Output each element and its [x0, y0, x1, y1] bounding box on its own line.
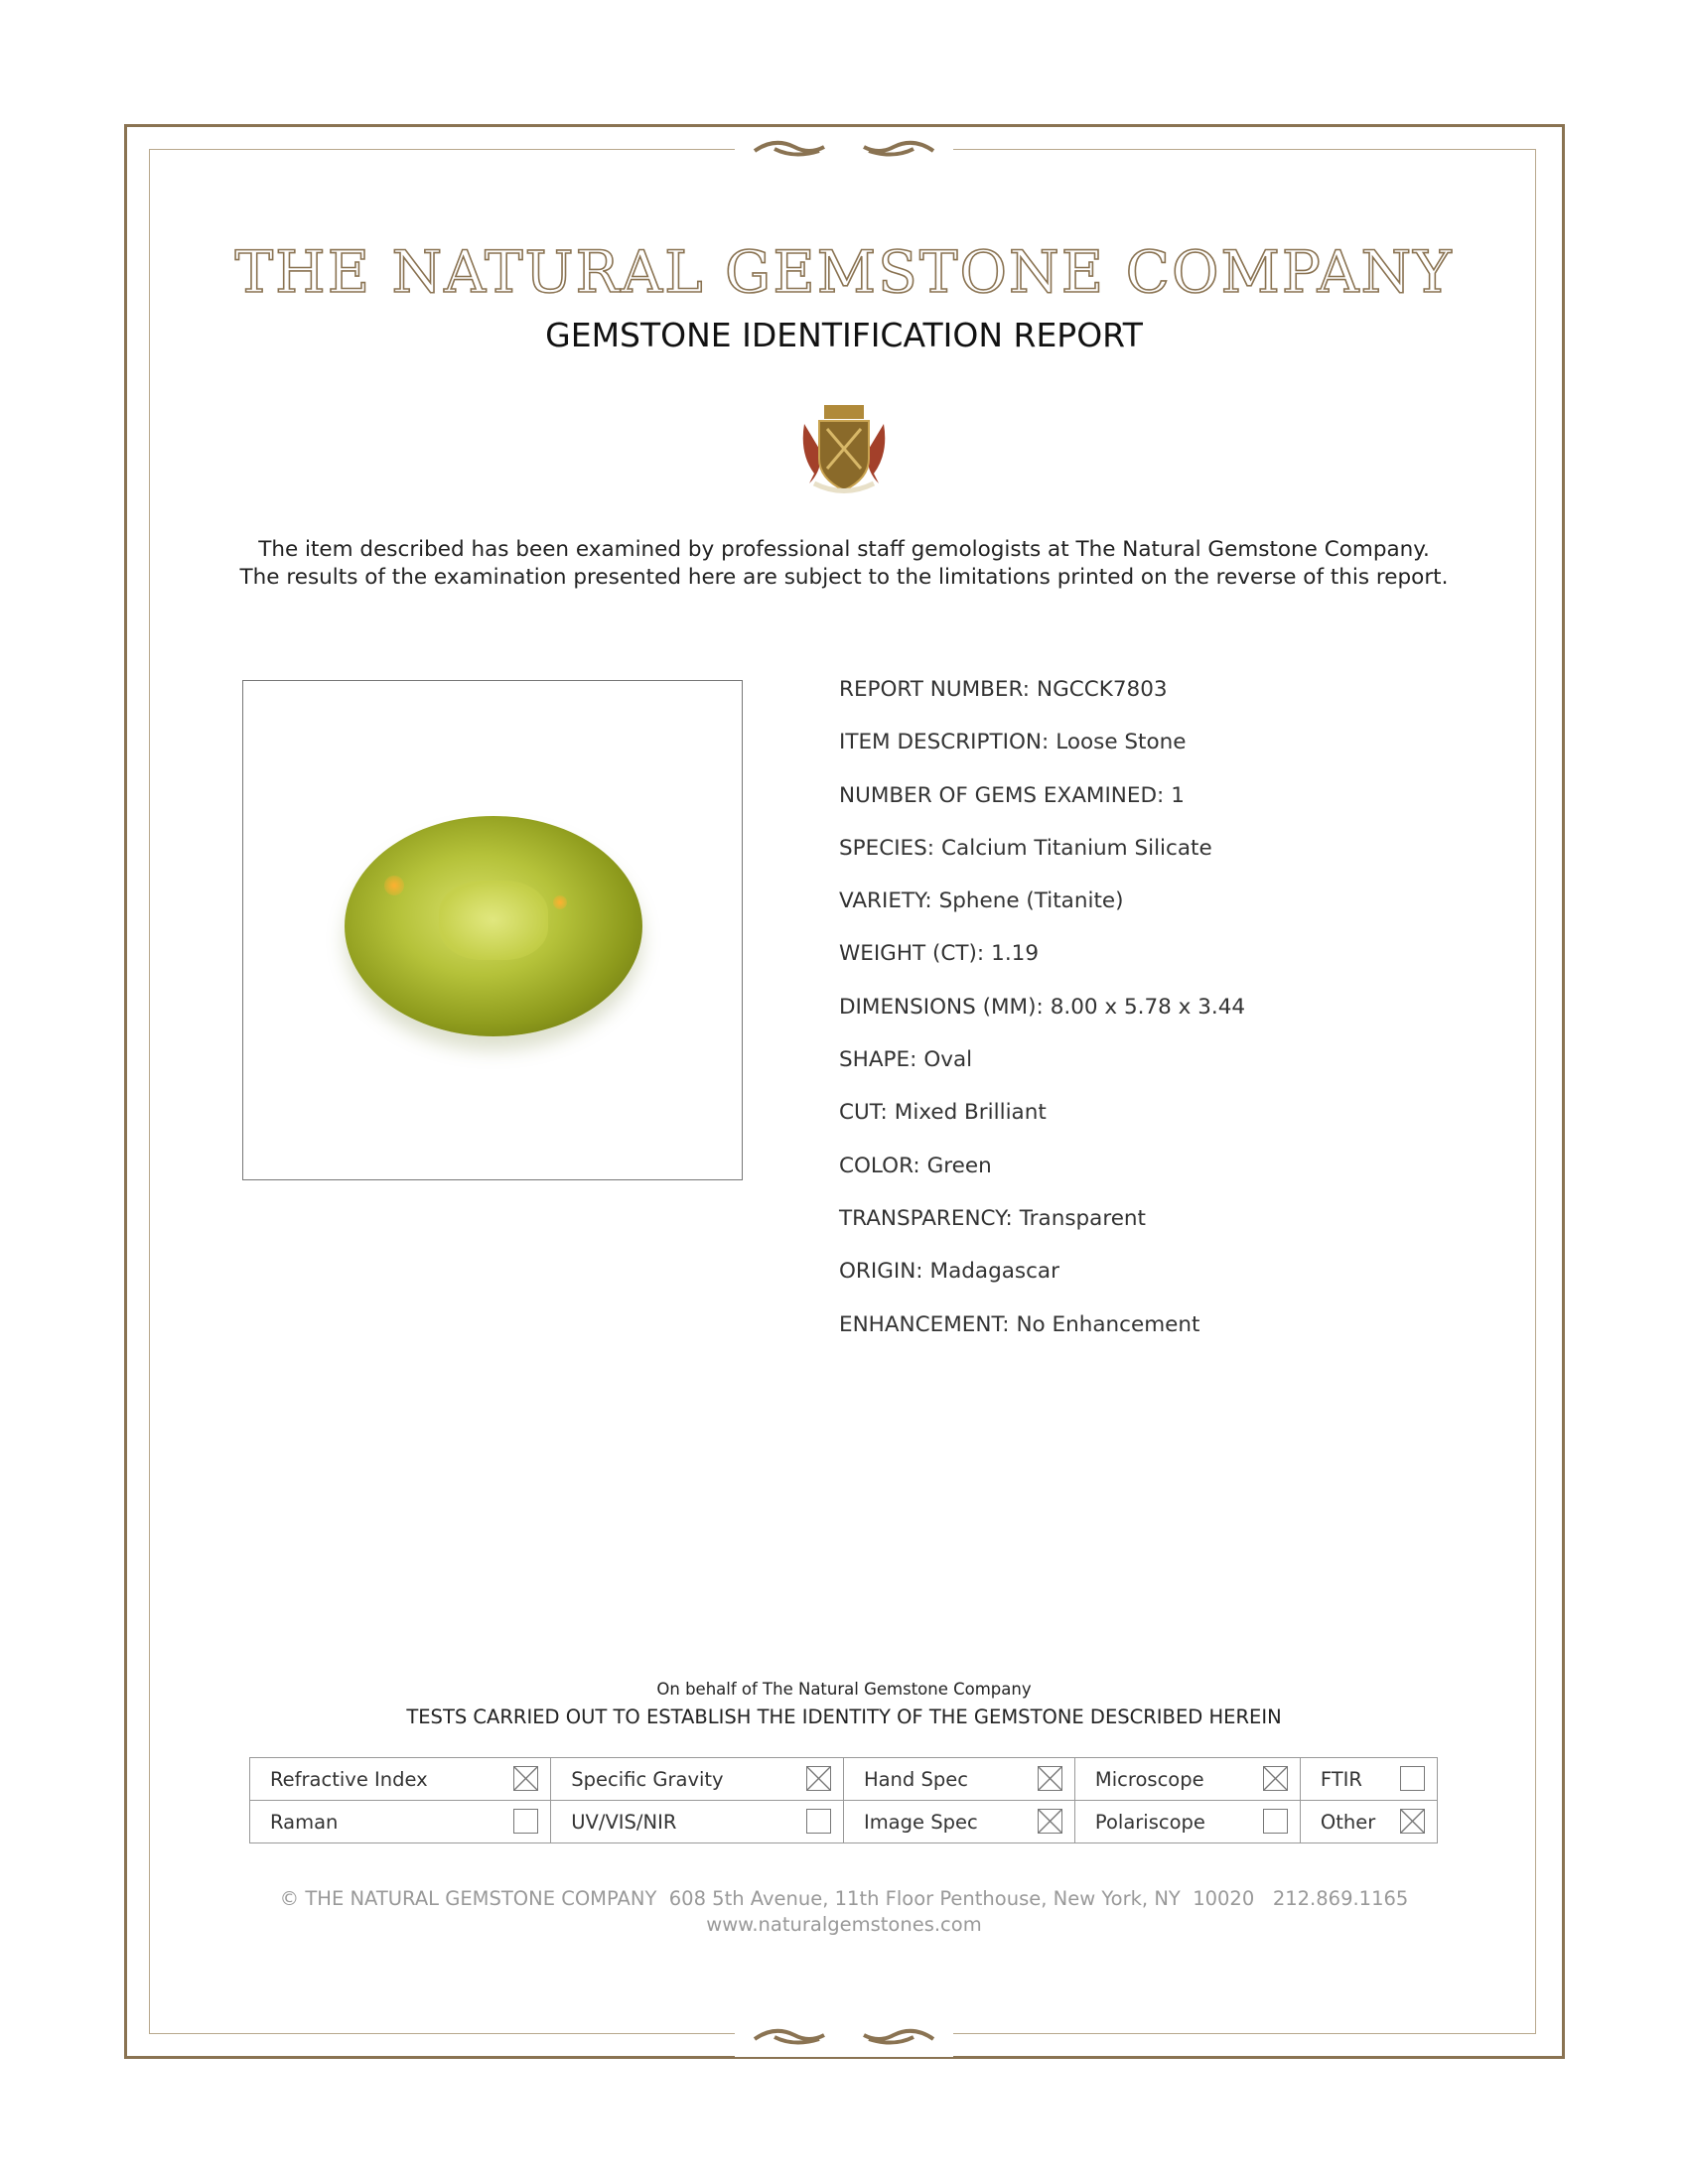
- detail-row: WEIGHT (CT): 1.19: [839, 936, 1245, 989]
- x-mark-icon: [1038, 1810, 1061, 1833]
- checked-checkbox[interactable]: [1037, 1766, 1062, 1791]
- detail-value: 1.19: [991, 941, 1040, 967]
- test-label: Polariscope: [1094, 1810, 1205, 1834]
- footer-address: © THE NATURAL GEMSTONE COMPANY 608 5th A…: [279, 1887, 1409, 1910]
- detail-value: Sphene (Titanite): [938, 888, 1124, 914]
- detail-row: ORIGIN: Madagascar: [839, 1254, 1245, 1306]
- detail-row: NUMBER OF GEMS EXAMINED: 1: [839, 778, 1245, 831]
- detail-row: CUT: Mixed Brilliant: [839, 1095, 1245, 1148]
- company-name: THE NATURAL GEMSTONE COMPANY: [234, 237, 1454, 307]
- detail-row: VARIETY: Sphene (Titanite): [839, 884, 1245, 936]
- intro-line-1: The item described has been examined by …: [258, 537, 1430, 562]
- detail-row: DIMENSIONS (MM): 8.00 x 5.78 x 3.44: [839, 990, 1245, 1042]
- detail-value: 1: [1171, 782, 1185, 808]
- detail-label: VARIETY:: [839, 888, 932, 914]
- test-label: Raman: [270, 1810, 339, 1834]
- checked-checkbox[interactable]: [513, 1766, 539, 1791]
- detail-label: ITEM DESCRIPTION:: [839, 730, 1050, 755]
- detail-value: NGCCK7803: [1036, 677, 1168, 702]
- detail-label: ORIGIN:: [839, 1259, 923, 1285]
- test-label: Hand Spec: [863, 1767, 968, 1791]
- checked-checkbox[interactable]: [1037, 1809, 1062, 1834]
- tests-row: Refractive Index Specific Gravity Hand Spe…: [248, 1757, 1439, 1801]
- test-cell: Refractive Index: [248, 1757, 552, 1801]
- detail-value: No Enhancement: [1016, 1311, 1200, 1337]
- unchecked-checkbox[interactable]: [513, 1809, 539, 1834]
- test-cell: Microscope: [1073, 1757, 1301, 1801]
- detail-label: DIMENSIONS (MM):: [839, 994, 1044, 1020]
- intro-text: The item described has been examined by …: [0, 536, 1688, 592]
- detail-label: SPECIES:: [839, 835, 935, 861]
- test-cell: Other: [1299, 1800, 1439, 1843]
- detail-row: COLOR: Green: [839, 1149, 1245, 1201]
- gemstone-photo: [242, 680, 743, 1180]
- detail-value: Green: [926, 1153, 992, 1178]
- x-mark-icon: [1263, 1767, 1287, 1790]
- report-title: GEMSTONE IDENTIFICATION REPORT: [545, 316, 1143, 354]
- tests-heading: TESTS CARRIED OUT TO ESTABLISH THE IDENT…: [406, 1706, 1282, 1728]
- test-cell: Raman: [248, 1800, 552, 1843]
- test-label: Refractive Index: [270, 1767, 428, 1791]
- detail-value: Loose Stone: [1055, 730, 1187, 755]
- tests-table: Refractive Index Specific Gravity Hand Spe…: [248, 1757, 1439, 1843]
- detail-row: ENHANCEMENT: No Enhancement: [839, 1307, 1245, 1360]
- detail-label: CUT:: [839, 1100, 888, 1126]
- detail-value: Madagascar: [929, 1259, 1059, 1285]
- test-cell: Polariscope: [1073, 1800, 1301, 1843]
- detail-row: TRANSPARENCY: Transparent: [839, 1201, 1245, 1254]
- unchecked-checkbox[interactable]: [1262, 1809, 1288, 1834]
- detail-value: Mixed Brilliant: [894, 1100, 1047, 1126]
- detail-label: SHAPE:: [839, 1047, 917, 1073]
- checked-checkbox[interactable]: [1262, 1766, 1288, 1791]
- detail-row: ITEM DESCRIPTION: Loose Stone: [839, 725, 1245, 777]
- detail-row: SHAPE: Oval: [839, 1042, 1245, 1095]
- test-label: UV/VIS/NIR: [571, 1810, 677, 1834]
- bottom-ornament-icon: [735, 2017, 953, 2057]
- detail-row: SPECIES: Calcium Titanium Silicate: [839, 831, 1245, 884]
- gemstone-image: [345, 816, 642, 1036]
- detail-value: Calcium Titanium Silicate: [941, 835, 1212, 861]
- x-mark-icon: [1038, 1767, 1061, 1790]
- x-mark-icon: [1401, 1810, 1424, 1833]
- test-label: Specific Gravity: [571, 1767, 724, 1791]
- x-mark-icon: [806, 1767, 830, 1790]
- detail-label: TRANSPARENCY:: [839, 1205, 1013, 1231]
- detail-label: WEIGHT (CT):: [839, 941, 985, 967]
- test-label: Image Spec: [863, 1810, 978, 1834]
- test-cell: FTIR: [1299, 1757, 1439, 1801]
- unchecked-checkbox[interactable]: [805, 1809, 831, 1834]
- detail-label: ENHANCEMENT:: [839, 1311, 1010, 1337]
- test-cell: Image Spec: [842, 1800, 1075, 1843]
- detail-label: COLOR:: [839, 1153, 920, 1178]
- x-mark-icon: [514, 1767, 538, 1790]
- footer: © THE NATURAL GEMSTONE COMPANY 608 5th A…: [0, 1886, 1688, 1938]
- behalf-text: On behalf of The Natural Gemstone Compan…: [656, 1680, 1032, 1699]
- detail-value: 8.00 x 5.78 x 3.44: [1050, 994, 1246, 1020]
- tests-row: Raman UV/VIS/NIR Image Spec Polariscope Othe…: [248, 1800, 1439, 1843]
- intro-line-2: The results of the examination presented…: [239, 565, 1449, 590]
- footer-website: www.naturalgemstones.com: [706, 1913, 982, 1936]
- checked-checkbox[interactable]: [805, 1766, 831, 1791]
- detail-label: REPORT NUMBER:: [839, 677, 1030, 702]
- test-label: Other: [1320, 1810, 1376, 1834]
- checked-checkbox[interactable]: [1400, 1809, 1425, 1834]
- test-label: FTIR: [1320, 1767, 1362, 1791]
- detail-label: NUMBER OF GEMS EXAMINED:: [839, 782, 1165, 808]
- outer-border: [124, 124, 1565, 2059]
- detail-value: Transparent: [1019, 1205, 1146, 1231]
- top-ornament-icon: [735, 129, 953, 169]
- test-cell: Specific Gravity: [550, 1757, 844, 1801]
- detail-value: Oval: [923, 1047, 973, 1073]
- test-label: Microscope: [1094, 1767, 1204, 1791]
- details-list: REPORT NUMBER: NGCCK7803 ITEM DESCRIPTION:…: [839, 672, 1245, 1360]
- test-cell: UV/VIS/NIR: [550, 1800, 844, 1843]
- detail-row: REPORT NUMBER: NGCCK7803: [839, 672, 1245, 725]
- unchecked-checkbox[interactable]: [1400, 1766, 1425, 1791]
- crest-logo-icon: [802, 405, 886, 493]
- test-cell: Hand Spec: [842, 1757, 1075, 1801]
